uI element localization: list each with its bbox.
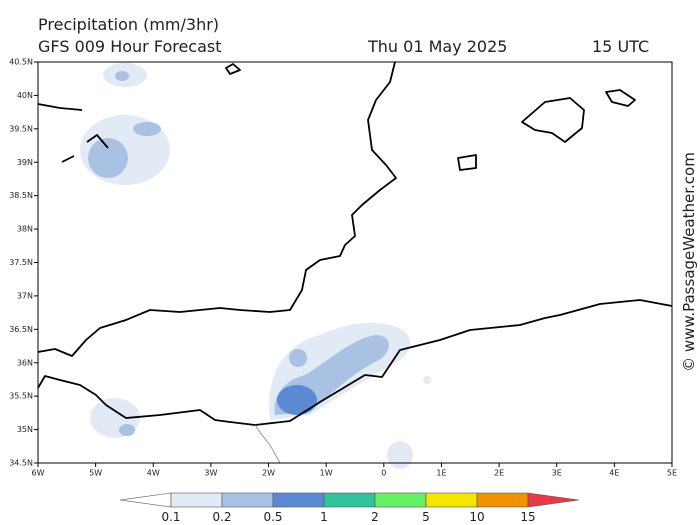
lat-label: 36.5N xyxy=(9,325,33,334)
legend-label: 10 xyxy=(469,510,484,524)
lon-label: 1E xyxy=(436,469,446,478)
precip xyxy=(80,63,431,469)
legend-label: 5 xyxy=(422,510,430,524)
lon-label: 4E xyxy=(609,469,619,478)
legend-label: 1 xyxy=(320,510,328,524)
lon-label: 3W xyxy=(204,469,217,478)
lat-label: 39.5N xyxy=(9,124,33,133)
time: 15 UTC xyxy=(592,37,649,56)
lon-label: 4W xyxy=(147,469,160,478)
model: GFS 009 Hour Forecast xyxy=(38,37,222,56)
lat-label: 35.5N xyxy=(9,392,33,401)
legend-swatch xyxy=(272,492,325,508)
lon-label: 2E xyxy=(494,469,504,478)
lat-label: 37N xyxy=(17,291,33,300)
legend-swatch xyxy=(374,492,427,508)
lon-label: 2W xyxy=(262,469,275,478)
lat-label: 39N xyxy=(17,158,33,167)
lon-label: 0 xyxy=(381,469,386,478)
legend-label: 15 xyxy=(520,510,535,524)
lon-label: 5E xyxy=(667,469,677,478)
lat-label: 37.5N xyxy=(9,258,33,267)
lon-label: 5W xyxy=(89,469,102,478)
lat-label: 36N xyxy=(17,358,33,367)
date: Thu 01 May 2025 xyxy=(367,37,507,56)
watermark: © www.PassageWeather.com xyxy=(680,152,698,372)
legend-arrow xyxy=(119,492,172,508)
lat-label: 40.5N xyxy=(9,58,33,67)
legend-swatch xyxy=(476,492,529,508)
lon-label: 3E xyxy=(552,469,562,478)
lat-label: 40N xyxy=(17,91,33,100)
ticks: 40.5N 40N 39.5N 39N 38.5N 38N 37.5N 37N 36.5N 36N… xyxy=(9,58,677,478)
legend-swatch xyxy=(170,492,223,508)
legend-swatch xyxy=(425,492,478,508)
legend-label: 0.5 xyxy=(263,510,282,524)
legend-swatch xyxy=(323,492,376,508)
legend-label: 0.1 xyxy=(161,510,180,524)
lat-label: 38N xyxy=(17,225,33,234)
legend-label: 2 xyxy=(371,510,379,524)
lon-label: 1W xyxy=(320,469,333,478)
title: Precipitation (mm/3hr) xyxy=(38,15,219,34)
coastlines xyxy=(37,61,673,464)
legend-arrow xyxy=(527,492,580,508)
legend-label: 0.2 xyxy=(212,510,231,524)
lon-label: 6W xyxy=(32,469,45,478)
legend-swatch xyxy=(221,492,274,508)
lat-label: 38.5N xyxy=(9,191,33,200)
lat-label: 34.5N xyxy=(9,459,33,468)
legend: 0.1 0.2 0.5 1 2 5 10 15 xyxy=(119,492,580,524)
lat-label: 35N xyxy=(17,425,33,434)
